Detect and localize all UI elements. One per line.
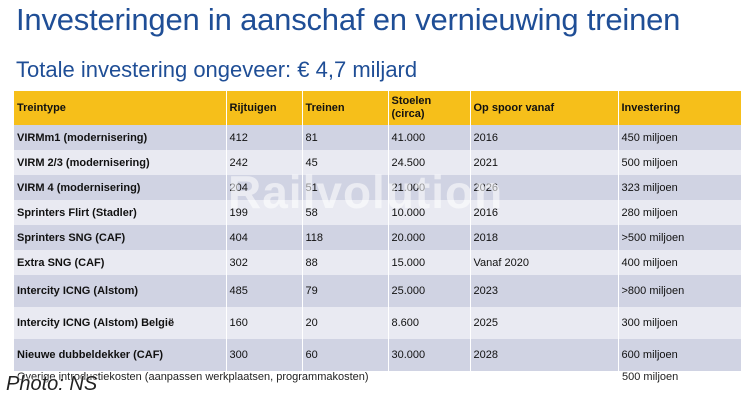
cell-treinen: 88 bbox=[302, 250, 389, 275]
header-op-spoor-vanaf: Op spoor vanaf bbox=[470, 91, 619, 125]
table-row: Sprinters Flirt (Stadler) 199 58 10.000 … bbox=[14, 200, 742, 225]
header-stoelen: Stoelen (circa) bbox=[388, 91, 471, 125]
cell-op-spoor-vanaf: Vanaf 2020 bbox=[470, 250, 619, 275]
cell-treintype: Intercity ICNG (Alstom) bbox=[14, 275, 227, 307]
cell-investering: 500 miljoen bbox=[618, 150, 742, 175]
cell-investering: 323 miljoen bbox=[618, 175, 742, 200]
investment-table: Treintype Rijtuigen Treinen Stoelen (cir… bbox=[14, 91, 742, 371]
cell-treintype: VIRMm1 (modernisering) bbox=[14, 125, 227, 150]
cell-rijtuigen: 302 bbox=[226, 250, 303, 275]
cell-rijtuigen: 242 bbox=[226, 150, 303, 175]
cell-op-spoor-vanaf: 2016 bbox=[470, 125, 619, 150]
slide-title: Investeringen in aanschaf en vernieuwing… bbox=[16, 2, 681, 37]
footer-value: 500 miljoen bbox=[622, 371, 679, 383]
cell-rijtuigen: 160 bbox=[226, 307, 303, 339]
cell-rijtuigen: 404 bbox=[226, 225, 303, 250]
cell-treinen: 79 bbox=[302, 275, 389, 307]
cell-rijtuigen: 300 bbox=[226, 339, 303, 371]
photo-credit: Photo: NS bbox=[6, 373, 98, 395]
table-row: Intercity ICNG (Alstom) 485 79 25.000 20… bbox=[14, 275, 742, 307]
cell-treintype: Sprinters Flirt (Stadler) bbox=[14, 200, 227, 225]
cell-treinen: 58 bbox=[302, 200, 389, 225]
cell-op-spoor-vanaf: 2023 bbox=[470, 275, 619, 307]
cell-treinen: 20 bbox=[302, 307, 389, 339]
cell-rijtuigen: 485 bbox=[226, 275, 303, 307]
cell-treinen: 45 bbox=[302, 150, 389, 175]
cell-treintype: VIRM 2/3 (modernisering) bbox=[14, 150, 227, 175]
cell-investering: 400 miljoen bbox=[618, 250, 742, 275]
cell-treinen: 81 bbox=[302, 125, 389, 150]
table-row: Extra SNG (CAF) 302 88 15.000 Vanaf 2020… bbox=[14, 250, 742, 275]
cell-stoelen: 20.000 bbox=[388, 225, 471, 250]
cell-treintype: Extra SNG (CAF) bbox=[14, 250, 227, 275]
header-treinen: Treinen bbox=[302, 91, 389, 125]
cell-stoelen: 41.000 bbox=[388, 125, 471, 150]
cell-rijtuigen: 204 bbox=[226, 175, 303, 200]
cell-stoelen: 8.600 bbox=[388, 307, 471, 339]
cell-op-spoor-vanaf: 2016 bbox=[470, 200, 619, 225]
slide-subtitle: Totale investering ongeveer: € 4,7 milja… bbox=[16, 57, 418, 82]
cell-treintype: Sprinters SNG (CAF) bbox=[14, 225, 227, 250]
cell-investering: 280 miljoen bbox=[618, 200, 742, 225]
cell-op-spoor-vanaf: 2021 bbox=[470, 150, 619, 175]
cell-stoelen: 24.500 bbox=[388, 150, 471, 175]
cell-op-spoor-vanaf: 2026 bbox=[470, 175, 619, 200]
cell-op-spoor-vanaf: 2028 bbox=[470, 339, 619, 371]
table-header-row: Treintype Rijtuigen Treinen Stoelen (cir… bbox=[14, 91, 742, 125]
cell-treinen: 51 bbox=[302, 175, 389, 200]
cell-treintype: Intercity ICNG (Alstom) België bbox=[14, 307, 227, 339]
footer-note: Overige introductiekosten (aanpassen wer… bbox=[17, 371, 369, 383]
table-row: Intercity ICNG (Alstom) België 160 20 8.… bbox=[14, 307, 742, 339]
cell-investering: >800 miljoen bbox=[618, 275, 742, 307]
cell-stoelen: 25.000 bbox=[388, 275, 471, 307]
table-row: VIRMm1 (modernisering) 412 81 41.000 201… bbox=[14, 125, 742, 150]
header-investering: Investering bbox=[618, 91, 742, 125]
table-row: Sprinters SNG (CAF) 404 118 20.000 2018 … bbox=[14, 225, 742, 250]
cell-treinen: 60 bbox=[302, 339, 389, 371]
cell-investering: 300 miljoen bbox=[618, 307, 742, 339]
table-row: VIRM 2/3 (modernisering) 242 45 24.500 2… bbox=[14, 150, 742, 175]
cell-stoelen: 21.000 bbox=[388, 175, 471, 200]
cell-investering: 450 miljoen bbox=[618, 125, 742, 150]
table-row: Nieuwe dubbeldekker (CAF) 300 60 30.000 … bbox=[14, 339, 742, 371]
cell-stoelen: 10.000 bbox=[388, 200, 471, 225]
cell-op-spoor-vanaf: 2018 bbox=[470, 225, 619, 250]
cell-treinen: 118 bbox=[302, 225, 389, 250]
cell-rijtuigen: 199 bbox=[226, 200, 303, 225]
header-rijtuigen: Rijtuigen bbox=[226, 91, 303, 125]
cell-stoelen: 15.000 bbox=[388, 250, 471, 275]
cell-treintype: Nieuwe dubbeldekker (CAF) bbox=[14, 339, 227, 371]
cell-investering: 600 miljoen bbox=[618, 339, 742, 371]
cell-rijtuigen: 412 bbox=[226, 125, 303, 150]
header-treintype: Treintype bbox=[14, 91, 227, 125]
cell-op-spoor-vanaf: 2025 bbox=[470, 307, 619, 339]
cell-stoelen: 30.000 bbox=[388, 339, 471, 371]
cell-investering: >500 miljoen bbox=[618, 225, 742, 250]
table-row: VIRM 4 (modernisering) 204 51 21.000 202… bbox=[14, 175, 742, 200]
cell-treintype: VIRM 4 (modernisering) bbox=[14, 175, 227, 200]
